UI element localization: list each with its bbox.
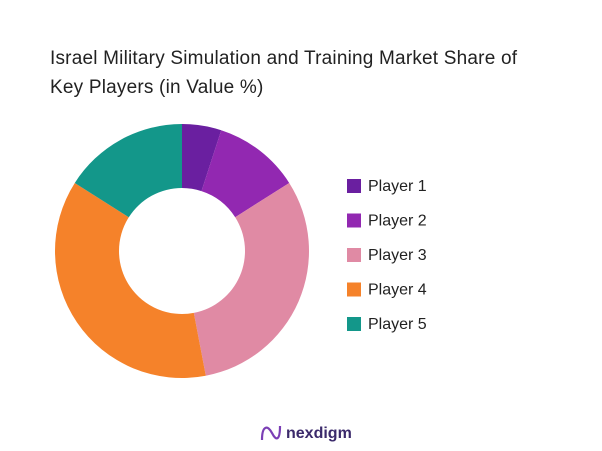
legend-label: Player 4 <box>368 282 427 299</box>
brand-logo: nexdigm <box>260 425 352 442</box>
legend-swatch <box>347 282 361 297</box>
legend-label: Player 5 <box>368 316 427 333</box>
legend-label: Player 2 <box>368 213 427 230</box>
chart-title: Israel Military Simulation and Training … <box>50 48 518 98</box>
legend-swatch <box>347 213 361 228</box>
legend-label: Player 1 <box>368 178 427 195</box>
donut-slice <box>74 124 182 218</box>
donut-slice <box>55 182 206 378</box>
legend-swatch <box>347 248 361 262</box>
brand-name: nexdigm <box>286 425 352 442</box>
legend-swatch <box>347 317 361 331</box>
legend-label: Player 3 <box>368 247 427 264</box>
donut-slice <box>193 182 309 376</box>
donut-slice <box>182 124 222 192</box>
legend-swatch <box>347 179 361 193</box>
donut-slice <box>201 130 290 218</box>
brand-icon <box>260 425 282 441</box>
